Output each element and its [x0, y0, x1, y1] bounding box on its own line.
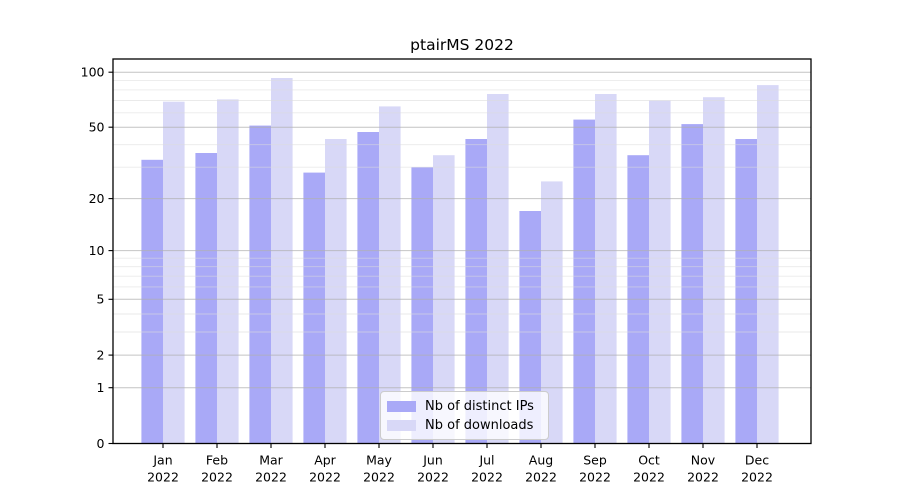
bar-downloads-apr: [325, 139, 347, 444]
y-tick-label-0: 0: [97, 436, 105, 451]
bar-downloads-jul: [487, 94, 509, 444]
x-tick-label-apr: Apr: [314, 453, 336, 468]
bar-distinct-ips-sep: [573, 119, 595, 444]
x-tick-label-year-jun: 2022: [417, 470, 449, 485]
bar-distinct-ips-may: [357, 132, 379, 444]
bar-distinct-ips-nov: [681, 124, 703, 444]
x-tick-label-year-may: 2022: [363, 470, 395, 485]
x-tick-label-year-aug: 2022: [525, 470, 557, 485]
y-tick-label-50: 50: [89, 120, 105, 135]
legend-swatch-downloads: [387, 419, 416, 431]
x-tick-label-jan: Jan: [152, 453, 172, 468]
bar-downloads-may: [379, 106, 401, 444]
bar-downloads-dec: [757, 85, 779, 444]
bar-downloads-feb: [217, 99, 239, 444]
bar-distinct-ips-apr: [303, 172, 325, 444]
y-tick-label-10: 10: [89, 243, 105, 258]
y-tick-label-1: 1: [97, 380, 105, 395]
bar-distinct-ips-feb: [195, 153, 217, 444]
x-tick-label-jul: Jul: [478, 453, 494, 468]
bar-distinct-ips-jun: [411, 167, 433, 444]
x-tick-label-mar: Mar: [259, 453, 283, 468]
x-tick-label-year-jan: 2022: [147, 470, 179, 485]
bar-distinct-ips-aug: [519, 211, 541, 444]
x-tick-label-sep: Sep: [583, 453, 607, 468]
y-tick-label-100: 100: [81, 65, 105, 80]
bar-downloads-mar: [271, 78, 293, 444]
x-tick-label-may: May: [366, 453, 392, 468]
bar-downloads-oct: [649, 100, 671, 444]
x-tick-label-year-nov: 2022: [687, 470, 719, 485]
bar-downloads-aug: [541, 181, 563, 444]
x-tick-label-dec: Dec: [745, 453, 769, 468]
x-tick-label-nov: Nov: [691, 453, 716, 468]
x-tick-label-aug: Aug: [529, 453, 553, 468]
plot-frame: [112, 58, 812, 445]
legend: Nb of distinct IPs Nb of downloads: [380, 391, 549, 440]
x-tick-label-year-feb: 2022: [201, 470, 233, 485]
legend-label-downloads: Nb of downloads: [425, 417, 534, 433]
legend-item-downloads: Nb of downloads: [387, 417, 534, 433]
x-tick-label-year-dec: 2022: [741, 470, 773, 485]
x-tick-label-year-jul: 2022: [471, 470, 503, 485]
bar-distinct-ips-mar: [249, 125, 271, 444]
x-tick-label-jun: Jun: [422, 453, 443, 468]
x-tick-label-year-oct: 2022: [633, 470, 665, 485]
y-tick-label-20: 20: [89, 191, 105, 206]
bar-downloads-jan: [163, 101, 185, 444]
bar-distinct-ips-dec: [735, 139, 757, 444]
bar-distinct-ips-jan: [141, 159, 163, 444]
bar-downloads-sep: [595, 94, 617, 444]
bar-distinct-ips-jul: [465, 139, 487, 444]
x-tick-label-oct: Oct: [638, 453, 660, 468]
x-tick-label-year-apr: 2022: [309, 470, 341, 485]
x-tick-label-year-mar: 2022: [255, 470, 287, 485]
x-tick-label-feb: Feb: [206, 453, 228, 468]
x-tick-label-year-sep: 2022: [579, 470, 611, 485]
bar-downloads-nov: [703, 97, 725, 444]
y-tick-label-5: 5: [97, 292, 105, 307]
y-tick-label-2: 2: [97, 347, 105, 362]
chart-title: ptairMS 2022: [410, 36, 514, 54]
legend-swatch-distinct-ips: [387, 400, 416, 412]
legend-label-distinct-ips: Nb of distinct IPs: [425, 398, 534, 414]
legend-item-distinct-ips: Nb of distinct IPs: [387, 398, 534, 414]
